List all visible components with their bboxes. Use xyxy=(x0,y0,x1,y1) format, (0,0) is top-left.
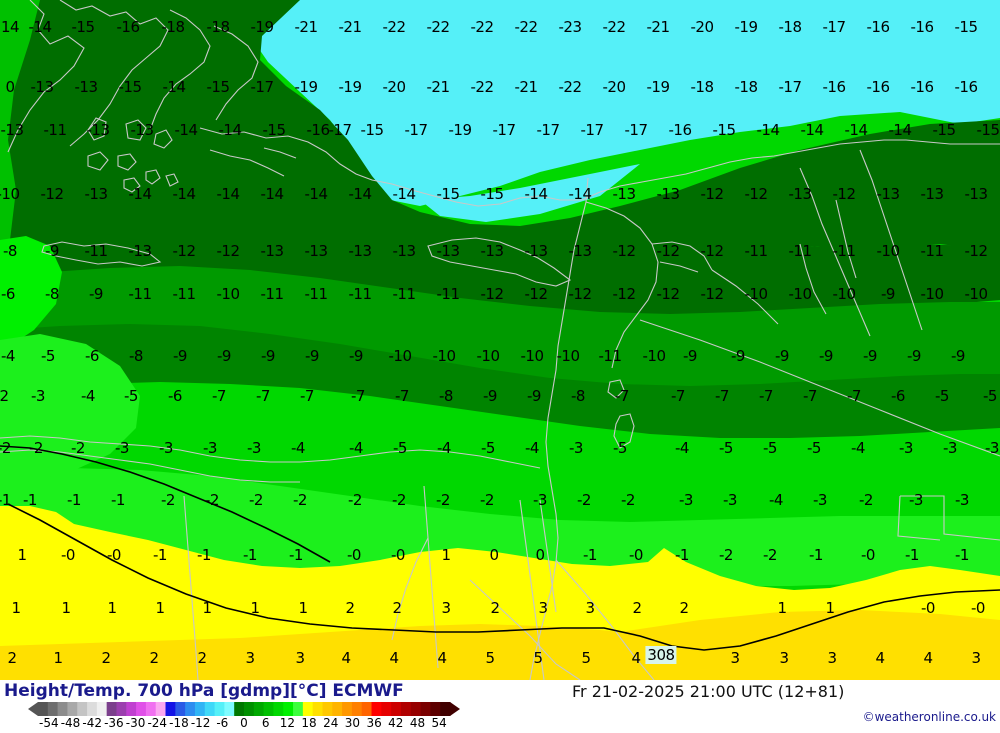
colorbar-swatch xyxy=(155,702,167,716)
colorbar-swatch xyxy=(214,702,225,716)
colorbar-swatch xyxy=(381,702,392,716)
forecast-run-timestamp: Fr 21-02-2025 21:00 UTC (12+81) xyxy=(572,682,845,701)
colorbar-swatch xyxy=(371,702,382,716)
colorbar-swatch xyxy=(400,702,412,716)
colorbar-container xyxy=(28,702,460,716)
colorbar-tick-label: 48 xyxy=(409,716,426,730)
temperature-colorbar xyxy=(28,702,460,716)
temp-band-green-mid xyxy=(0,266,1000,400)
chart-title: Height/Temp. 700 hPa [gdmp][°C] ECMWF xyxy=(4,681,404,701)
coastline-layer xyxy=(0,0,1000,680)
colorbar-right-cap xyxy=(450,702,460,716)
colorbar-swatch xyxy=(293,702,304,716)
colorbar-swatch xyxy=(410,702,422,716)
colorbar-swatch xyxy=(145,702,157,716)
colorbar-swatch xyxy=(175,702,186,716)
colorbar-swatch xyxy=(77,702,88,716)
colorbar-swatch xyxy=(283,702,294,716)
colorbar-swatch xyxy=(136,702,147,716)
colorbar-tick-label: 54 xyxy=(431,716,447,730)
colorbar-swatch xyxy=(361,702,373,716)
colorbar-tick-label: 24 xyxy=(323,716,339,730)
colorbar-tick-label: -48 xyxy=(60,716,81,730)
colorbar-swatch xyxy=(332,702,343,716)
colorbar-swatch xyxy=(420,702,431,716)
colorbar-swatch xyxy=(234,702,245,716)
colorbar-swatch xyxy=(194,702,206,716)
colorbar-swatch xyxy=(185,702,196,716)
colorbar-swatch xyxy=(47,702,59,716)
colorbar-swatch xyxy=(67,702,78,716)
colorbar-tick-label: 42 xyxy=(388,716,404,730)
temp-band-dark-green-core xyxy=(0,232,1000,318)
colorbar-swatch xyxy=(38,702,49,716)
colorbar-swatch xyxy=(116,702,127,716)
colorbar-swatch xyxy=(430,702,441,716)
temp-band-yellow-warm-lobe xyxy=(600,610,1000,680)
colorbar-tick-label: 30 xyxy=(344,716,361,730)
colorbar-swatch xyxy=(302,702,314,716)
colorbar-swatch xyxy=(322,702,333,716)
colorbar-swatch xyxy=(224,702,235,716)
temp-band-yellow-left-lobe xyxy=(0,506,74,566)
temp-band-green-light xyxy=(0,468,1000,586)
weather-map-panel[interactable]: 14 -14 -15 -16 -18 -18 -19 -21 -21 -22 -22 -22 -22 -2… xyxy=(0,0,1000,680)
colorbar-tick-label: 0 xyxy=(240,716,248,730)
colorbar-swatch xyxy=(351,702,363,716)
colorbar-swatch xyxy=(253,702,265,716)
colorbar-swatch xyxy=(204,702,216,716)
colorbar-tick-label: -18 xyxy=(169,716,189,730)
colorbar-tick-label: 6 xyxy=(261,716,270,730)
colorbar-swatch xyxy=(312,702,323,716)
colorbar-swatch xyxy=(244,702,255,716)
colorbar-swatch xyxy=(87,702,98,716)
copyright-credit: ©weatheronline.co.uk xyxy=(862,710,996,724)
temp-band-cyan xyxy=(250,0,1000,206)
colorbar-tick-labels: -54 -48 -42 -36 -30 -24 -18 -12 -6 0 6 12 18 24 30 36 42… xyxy=(0,716,480,732)
colorbar-swatch xyxy=(126,702,137,716)
colorbar-swatch xyxy=(342,702,353,716)
colorbar-tick-label: -12 xyxy=(190,716,211,730)
temp-band-dark-green xyxy=(0,0,1000,276)
geopotential-contour-layer xyxy=(0,445,1000,651)
colorbar-tick-label: -42 xyxy=(82,716,103,730)
colorbar-swatch xyxy=(440,702,451,716)
temp-band-green-left-edge xyxy=(0,0,40,270)
colorbar-tick-label: 36 xyxy=(366,716,382,730)
colorbar-tick-label: -24 xyxy=(147,716,168,730)
colorbar-tick-label: -36 xyxy=(104,716,124,730)
colorbar-swatch xyxy=(263,702,274,716)
colorbar-swatch xyxy=(96,702,108,716)
temp-band-cyan-lobe xyxy=(420,164,640,222)
temp-band-green-left-warm xyxy=(0,334,140,484)
colorbar-swatch xyxy=(106,702,117,716)
colorbar-tick-label: -6 xyxy=(216,716,229,730)
footer-bar: Height/Temp. 700 hPa [gdmp][°C] ECMWF Fr… xyxy=(0,680,1000,733)
colorbar-swatch xyxy=(165,702,176,716)
colorbar-swatch xyxy=(391,702,402,716)
map-canvas xyxy=(0,0,1000,680)
colorbar-tick-label: 18 xyxy=(301,716,317,730)
colorbar-left-cap xyxy=(28,702,38,716)
colorbar-tick-label: -54 xyxy=(39,716,59,730)
colorbar-tick-label: 12 xyxy=(279,716,295,730)
colorbar-tick-label: -30 xyxy=(125,716,146,730)
colorbar-swatch xyxy=(57,702,68,716)
colorbar-swatch xyxy=(273,702,284,716)
temp-band-green-dark-ribbon xyxy=(0,324,1000,438)
temp-band-green-left-lobe xyxy=(0,236,62,350)
